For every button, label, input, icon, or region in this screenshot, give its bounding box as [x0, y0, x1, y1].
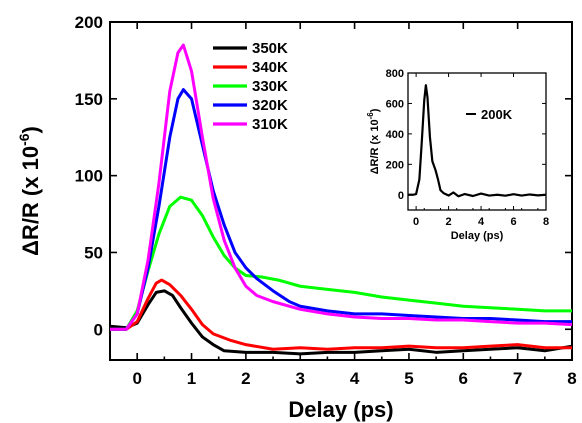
inset-legend-label-200K: 200K — [481, 107, 513, 122]
main-x-tick-label: 8 — [567, 369, 576, 388]
inset-y-tick-label: 400 — [386, 129, 404, 141]
inset-y-tick-label: 200 — [386, 159, 404, 171]
inset-y-tick-label: 600 — [386, 98, 404, 110]
inset-x-tick-label: 0 — [413, 216, 419, 228]
main-series-line-310K — [110, 43, 572, 331]
main-x-tick-label: 5 — [404, 369, 413, 388]
main-x-tick-label: 7 — [513, 369, 522, 388]
main-x-tick-label: 0 — [132, 369, 141, 388]
main-series-line-340K — [110, 278, 572, 351]
inset-y-axis-title-main: ΔR/R (x 10 — [369, 119, 381, 174]
main-y-tick-label: 100 — [75, 167, 103, 186]
main-series-line-330K — [110, 195, 572, 331]
inset-x-tick-label: 4 — [478, 216, 485, 228]
inset-y-axis-title: ΔR/R (x 10-6) — [366, 108, 381, 174]
inset-x-tick-label: 2 — [446, 216, 452, 228]
main-x-axis-title: Delay (ps) — [288, 397, 393, 422]
main-y-tick-label: 150 — [75, 90, 103, 109]
inset-series-line-200K — [408, 84, 546, 198]
inset-x-tick-label: 8 — [543, 216, 549, 228]
main-legend-label-340K: 340K — [252, 59, 288, 76]
main-y-axis-title-exponent: -6 — [16, 133, 32, 146]
inset-y-axis-title-close: ) — [369, 108, 381, 112]
inset-x-axis-title: Delay (ps) — [451, 230, 504, 242]
main-series-line-320K — [110, 88, 572, 331]
main-legend-label-350K: 350K — [252, 40, 288, 57]
inset-y-tick-label: 800 — [386, 68, 404, 80]
main-x-tick-label: 1 — [187, 369, 196, 388]
inset-y-tick-label: 0 — [398, 190, 404, 202]
main-legend-label-330K: 330K — [252, 78, 288, 95]
main-legend-label-320K: 320K — [252, 97, 288, 114]
main-y-axis-title: ΔR/R (x 10-6) — [16, 126, 43, 256]
main-x-tick-label: 3 — [296, 369, 305, 388]
inset-x-tick-label: 6 — [510, 216, 516, 228]
main-y-tick-label: 50 — [84, 243, 103, 262]
main-x-tick-label: 4 — [350, 369, 360, 388]
inset-plot-frame — [407, 72, 547, 211]
main-x-tick-label: 2 — [241, 369, 250, 388]
main-y-tick-label: 200 — [75, 13, 103, 32]
main-legend-label-310K: 310K — [252, 116, 288, 133]
main-y-tick-label: 0 — [94, 320, 103, 339]
main-x-tick-label: 6 — [459, 369, 468, 388]
main-y-axis-title-main: ΔR/R (x 10 — [18, 146, 43, 256]
inset-y-axis-title-exponent: -6 — [366, 112, 375, 120]
main-y-axis-title-close: ) — [18, 126, 43, 133]
main-plot-frame — [109, 21, 573, 361]
inset-chart: 0 2 4 6 8 0 200 400 600 800 Delay (ps) ΔR/R (x 10-6… — [366, 68, 549, 242]
main-series-line-350K — [110, 289, 572, 356]
